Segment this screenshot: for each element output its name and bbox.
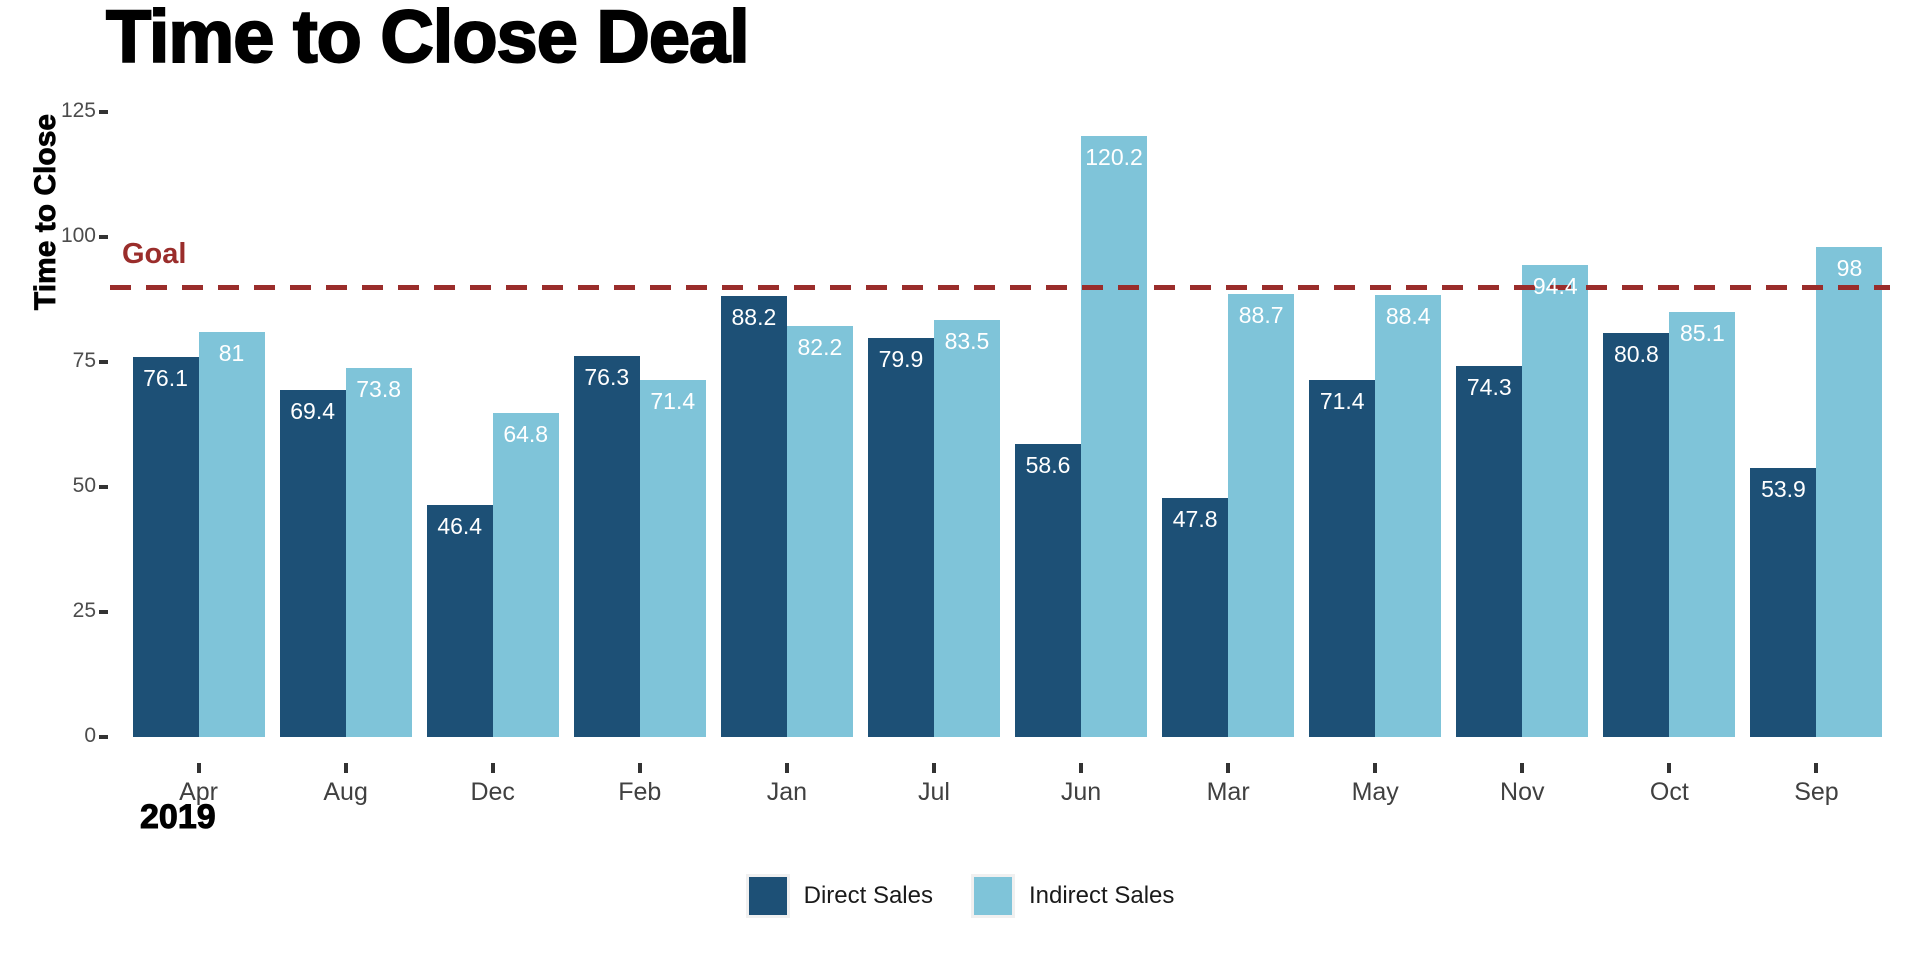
x-tick-mark	[637, 763, 642, 773]
legend: Direct Sales Indirect Sales	[0, 874, 1920, 918]
bar-value-label: 79.9	[878, 345, 924, 372]
bar-value-label: 82.2	[797, 334, 843, 360]
x-tick-mark	[1226, 763, 1231, 773]
bar-value-label: 69.4	[290, 398, 335, 424]
bar-indirect-sales	[492, 413, 559, 737]
bar-value-label: 81	[218, 340, 245, 366]
x-axis-year-label: 2019	[140, 798, 217, 837]
bar-indirect-sales	[1375, 295, 1442, 737]
x-tick-mark	[931, 763, 936, 773]
bar-indirect-sales	[639, 380, 706, 737]
legend-key-background	[970, 874, 1015, 918]
x-tick-label: Mar	[1206, 778, 1250, 806]
x-tick-mark	[1079, 763, 1084, 773]
bar-indirect-sales	[933, 319, 1000, 737]
legend-key-background	[745, 874, 790, 918]
x-tick-mark	[784, 763, 789, 773]
bar-indirect-sales	[786, 326, 853, 737]
x-tick-label: May	[1351, 778, 1399, 806]
legend-item: Direct Sales	[745, 874, 933, 918]
bar-value-label: 80.8	[1613, 341, 1659, 367]
bar-direct-sales	[1750, 467, 1817, 737]
bar-direct-sales	[573, 355, 640, 737]
bar-value-label: 85.1	[1679, 319, 1725, 346]
bar-direct-sales	[132, 356, 199, 737]
x-tick-mark	[490, 763, 495, 773]
y-tick-label: 75	[72, 349, 96, 372]
bar-value-label: 53.9	[1761, 475, 1806, 502]
x-tick-label: Oct	[1649, 778, 1689, 806]
x-tick-mark	[1520, 763, 1525, 773]
y-tick-label: 50	[72, 474, 96, 497]
bar-direct-sales	[279, 390, 346, 737]
y-tick-label: 100	[60, 224, 96, 247]
bar-value-label: 83.5	[944, 327, 990, 354]
bar-indirect-sales	[1669, 311, 1736, 737]
y-tick-mark	[99, 485, 108, 489]
bar-value-label: 94.4	[1532, 273, 1578, 299]
bar-value-label: 88.2	[731, 304, 777, 330]
bar-indirect-sales	[198, 332, 265, 737]
bar-indirect-sales	[1081, 136, 1148, 737]
bar-indirect-sales	[1228, 293, 1295, 737]
bar-direct-sales	[867, 337, 934, 737]
bar-value-label: 76.3	[584, 363, 630, 390]
legend-series-label: Indirect Sales	[1028, 882, 1175, 909]
bar-value-label: 46.4	[437, 513, 483, 539]
y-tick-mark	[99, 610, 108, 614]
bar-direct-sales	[1015, 444, 1082, 737]
bar-value-label: 88.7	[1238, 301, 1284, 328]
x-tick-mark	[196, 763, 201, 773]
bar-indirect-sales	[1816, 247, 1883, 737]
bar-value-label: 58.6	[1025, 452, 1071, 478]
x-tick-label: Jan	[766, 778, 808, 806]
bar-indirect-sales	[345, 368, 412, 737]
bar-indirect-sales	[1522, 265, 1589, 737]
x-tick-label: Apr	[179, 778, 218, 806]
legend-color-swatch	[973, 877, 1012, 915]
x-tick-mark	[343, 763, 348, 773]
x-tick-label: Nov	[1500, 778, 1545, 806]
x-tick-label: Jul	[917, 778, 950, 806]
x-tick-label: Sep	[1794, 778, 1839, 806]
goal-threshold-line	[110, 285, 1890, 290]
bar-value-label: 98	[1836, 255, 1863, 281]
goal-line-label: Goal	[122, 238, 187, 270]
bar-value-label: 76.1	[143, 364, 188, 391]
y-tick-mark	[99, 235, 108, 239]
x-tick-label: Feb	[618, 778, 662, 806]
bar-direct-sales	[426, 505, 493, 737]
legend-series-label: Direct Sales	[803, 882, 933, 909]
bar-value-label: 73.8	[356, 376, 401, 402]
bar-value-label: 120.2	[1085, 144, 1143, 170]
bar-value-label: 64.8	[503, 421, 549, 447]
x-tick-mark	[1667, 763, 1672, 773]
y-tick-label: 125	[60, 99, 96, 122]
bar-direct-sales	[1456, 365, 1523, 737]
y-tick-mark	[99, 735, 108, 739]
bar-value-label: 74.3	[1466, 373, 1512, 400]
x-tick-mark	[1814, 763, 1819, 773]
bar-direct-sales	[1162, 498, 1229, 737]
bar-direct-sales	[1603, 333, 1670, 737]
bar-value-label: 71.4	[1319, 388, 1365, 414]
y-tick-label: 25	[72, 599, 96, 622]
bar-value-label: 71.4	[650, 388, 696, 414]
y-tick-mark	[99, 360, 108, 364]
bar-direct-sales	[720, 296, 787, 737]
legend-item: Indirect Sales	[970, 874, 1175, 918]
bar-direct-sales	[1309, 380, 1376, 737]
bar-value-label: 47.8	[1172, 506, 1218, 532]
x-tick-mark	[1373, 763, 1378, 773]
y-tick-label: 0	[84, 724, 96, 747]
x-tick-label: Dec	[470, 778, 515, 806]
y-tick-mark	[99, 110, 108, 114]
chart-title: Time to Close Deal	[105, 0, 751, 79]
bar-value-label: 88.4	[1385, 303, 1431, 329]
x-tick-label: Aug	[323, 778, 368, 806]
x-tick-label: Jun	[1060, 778, 1102, 806]
legend-color-swatch	[748, 877, 787, 915]
